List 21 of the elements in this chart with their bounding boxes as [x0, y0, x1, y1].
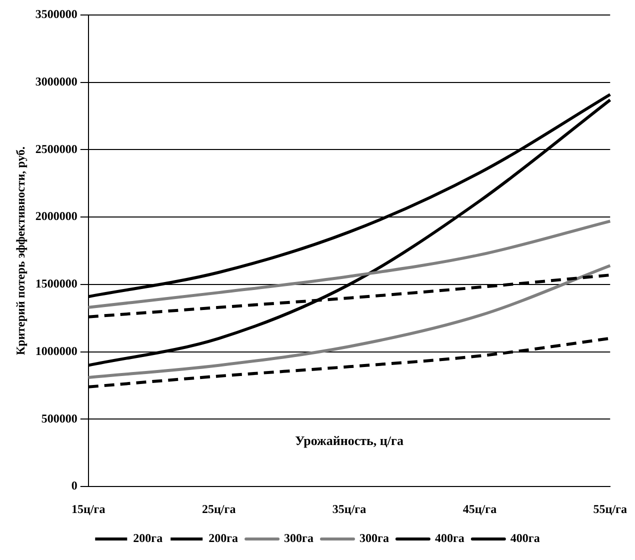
legend-label: 300га	[284, 531, 314, 546]
y-tick-label: 1000000	[35, 344, 78, 358]
x-tick-label: 55ц/га	[593, 502, 628, 516]
y-tick-label: 2500000	[35, 142, 78, 156]
y-axis-title: Критерий потерь эффективности, руб.	[13, 146, 28, 356]
y-tick-label: 2000000	[35, 209, 78, 224]
legend-label: 200га	[133, 531, 163, 546]
x-tick-label: 45ц/га	[462, 502, 497, 516]
y-tick-label: 3500000	[35, 7, 78, 22]
x-axis-title: Урожайность, ц/га	[295, 432, 404, 448]
y-tick-label: 500000	[41, 411, 78, 426]
y-tick-label: 1500000	[35, 276, 78, 291]
x-tick-label: 25ц/га	[202, 502, 236, 516]
x-tick-label: 35ц/га	[332, 502, 366, 516]
legend-label: 200га	[208, 531, 238, 546]
y-tick-label: 0	[71, 478, 78, 493]
legend-label: 400га	[434, 531, 464, 546]
x-tick-label: 15ц/га	[72, 502, 106, 516]
y-tick-label: 3000000	[35, 74, 78, 88]
legend-label: 400га	[510, 531, 540, 546]
legend-label: 300га	[360, 531, 389, 546]
